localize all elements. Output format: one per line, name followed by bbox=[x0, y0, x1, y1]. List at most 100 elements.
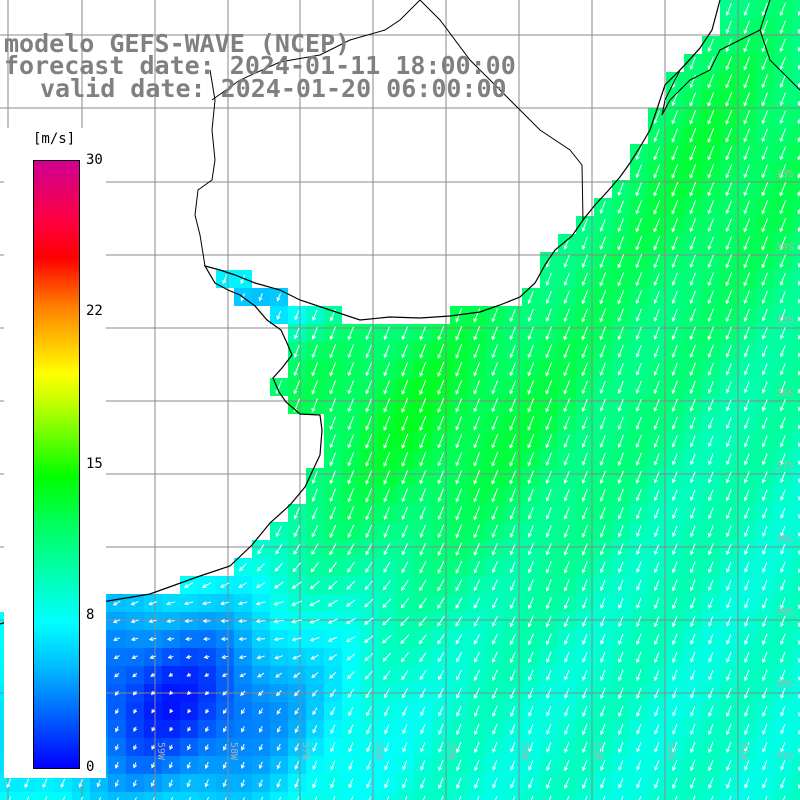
wind-arrow bbox=[599, 416, 606, 430]
wind-arrow bbox=[563, 524, 570, 538]
wind-arrow bbox=[708, 741, 714, 754]
wind-arrow bbox=[438, 723, 444, 735]
wind-arrow bbox=[635, 344, 642, 358]
wind-arrow bbox=[440, 795, 444, 800]
wind-arrow bbox=[437, 542, 445, 557]
wind-arrow bbox=[527, 398, 535, 413]
wind-arrow bbox=[474, 741, 480, 754]
wind-arrow bbox=[437, 343, 445, 359]
wind-arrow bbox=[743, 453, 750, 466]
wind-arrow bbox=[220, 618, 229, 624]
wind-arrow bbox=[581, 380, 588, 395]
wind-arrow bbox=[636, 669, 642, 682]
wind-arrow bbox=[743, 507, 750, 520]
wind-arrow bbox=[671, 272, 678, 287]
latitude-label: 35S bbox=[776, 315, 795, 326]
coastline bbox=[0, 0, 800, 625]
wind-arrow bbox=[222, 761, 227, 770]
wind-arrow bbox=[797, 10, 800, 16]
wind-arrow bbox=[546, 669, 552, 681]
wind-arrow bbox=[618, 597, 624, 609]
wind-arrow bbox=[545, 525, 552, 538]
wind-arrow bbox=[491, 398, 499, 413]
wind-arrow bbox=[400, 634, 410, 645]
wind-arrow bbox=[273, 637, 284, 642]
wind-arrow bbox=[347, 416, 354, 431]
wind-arrow bbox=[257, 544, 265, 555]
wind-arrow bbox=[273, 619, 284, 624]
wind-arrow bbox=[617, 254, 625, 269]
wind-arrow bbox=[130, 619, 139, 624]
wind-arrow bbox=[654, 777, 660, 789]
wind-arrow bbox=[329, 452, 336, 467]
wind-arrow bbox=[725, 2, 732, 16]
wind-arrow bbox=[581, 236, 588, 250]
wind-arrow bbox=[545, 344, 553, 359]
wind-arrow bbox=[581, 362, 589, 377]
wind-arrow bbox=[725, 236, 732, 251]
wind-arrow bbox=[293, 525, 301, 538]
wind-arrow bbox=[780, 724, 786, 735]
wind-arrow bbox=[240, 708, 246, 715]
wind-arrow bbox=[240, 743, 245, 751]
wind-arrow bbox=[635, 308, 642, 323]
wind-arrow bbox=[599, 380, 606, 394]
wind-arrow bbox=[726, 579, 732, 591]
wind-arrow bbox=[564, 705, 570, 717]
wind-arrow bbox=[187, 709, 192, 714]
wind-arrow bbox=[636, 760, 642, 771]
wind-arrow bbox=[258, 708, 264, 715]
wind-arrow bbox=[689, 272, 696, 287]
wind-arrow bbox=[383, 362, 391, 377]
wind-arrow bbox=[345, 617, 356, 625]
wind-arrow bbox=[455, 470, 463, 485]
wind-arrow bbox=[762, 562, 768, 573]
wind-arrow bbox=[617, 272, 625, 287]
wind-arrow bbox=[419, 361, 427, 377]
wind-arrow bbox=[330, 706, 336, 716]
wind-arrow bbox=[581, 524, 588, 538]
wind-arrow bbox=[726, 705, 732, 718]
wind-arrow bbox=[203, 654, 210, 659]
wind-arrow bbox=[582, 652, 588, 663]
forecast-date: forecast date: 2024-01-11 18:00:00 bbox=[4, 51, 516, 80]
wind-arrow bbox=[726, 759, 732, 771]
wind-arrow bbox=[761, 110, 768, 125]
wind-arrow bbox=[255, 618, 266, 624]
wind-arrow bbox=[599, 200, 606, 214]
wind-arrow bbox=[617, 308, 624, 323]
wind-speed-cell bbox=[522, 792, 540, 800]
wind-speed-cell bbox=[792, 576, 800, 594]
latitude-label: 33S bbox=[776, 169, 795, 180]
wind-arrow bbox=[636, 705, 642, 717]
wind-arrow bbox=[617, 218, 624, 233]
wind-arrow bbox=[329, 362, 337, 377]
wind-arrow bbox=[437, 488, 444, 503]
wind-arrow bbox=[671, 435, 678, 448]
wind-arrow bbox=[725, 146, 733, 161]
wind-arrow bbox=[779, 128, 786, 143]
wind-arrow bbox=[635, 326, 642, 340]
wind-arrow bbox=[401, 543, 409, 556]
wind-arrow bbox=[779, 74, 786, 89]
wind-arrow bbox=[258, 743, 263, 751]
wind-arrow bbox=[707, 146, 715, 161]
wind-arrow bbox=[654, 742, 660, 753]
wind-arrow bbox=[188, 797, 191, 800]
wind-arrow bbox=[422, 795, 426, 800]
wind-arrow bbox=[581, 398, 588, 413]
wind-arrow bbox=[329, 689, 337, 698]
wind-arrow bbox=[599, 452, 606, 466]
wind-arrow bbox=[725, 290, 732, 305]
wind-arrow bbox=[456, 759, 462, 772]
wind-speed-cell bbox=[90, 792, 108, 800]
wind-arrow bbox=[418, 597, 427, 609]
wind-arrow bbox=[419, 379, 427, 396]
wind-arrow bbox=[690, 597, 696, 610]
wind-arrow bbox=[491, 524, 498, 539]
wind-arrow bbox=[563, 344, 571, 359]
wind-arrow bbox=[311, 362, 319, 377]
wind-speed-cell bbox=[0, 792, 18, 800]
wind-arrow bbox=[779, 327, 786, 340]
wind-arrow bbox=[780, 687, 786, 699]
